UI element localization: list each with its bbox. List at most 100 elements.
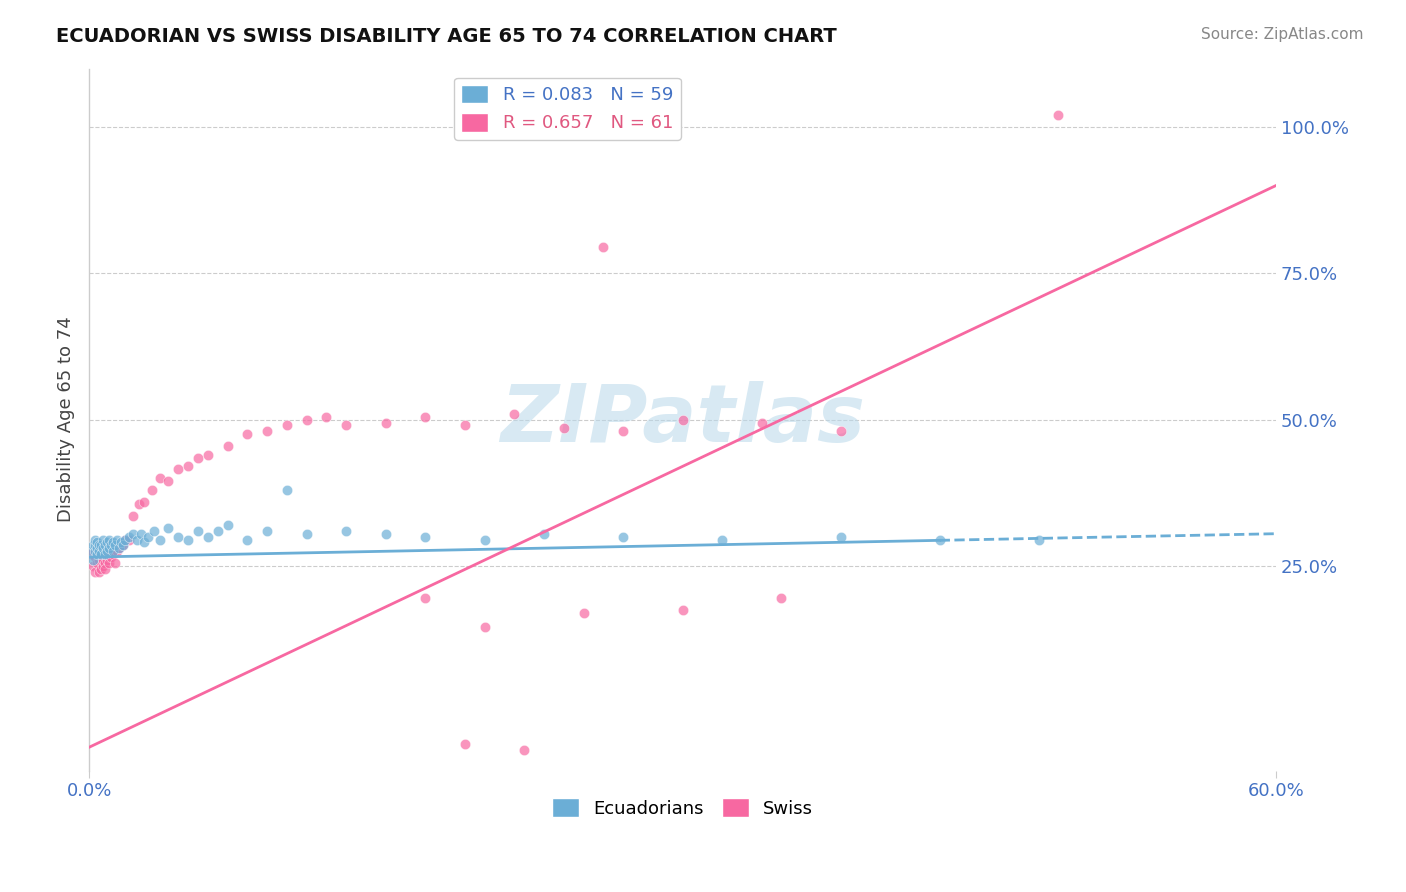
Point bbox=[121, 509, 143, 524]
Point bbox=[96, 535, 118, 549]
Point bbox=[117, 530, 139, 544]
Point bbox=[236, 533, 259, 547]
Point bbox=[94, 538, 117, 552]
Point bbox=[97, 556, 120, 570]
Point bbox=[474, 620, 496, 634]
Point bbox=[107, 541, 129, 556]
Point bbox=[256, 425, 278, 439]
Point bbox=[134, 535, 156, 549]
Point bbox=[84, 565, 107, 579]
Point bbox=[101, 535, 124, 549]
Point bbox=[256, 524, 278, 538]
Point bbox=[415, 530, 437, 544]
Point bbox=[141, 483, 163, 497]
Point bbox=[187, 450, 209, 465]
Point bbox=[671, 603, 693, 617]
Point bbox=[157, 521, 180, 535]
Point bbox=[96, 547, 118, 561]
Point bbox=[592, 240, 614, 254]
Point bbox=[415, 591, 437, 605]
Point bbox=[94, 556, 117, 570]
Point bbox=[335, 418, 357, 433]
Point bbox=[91, 541, 114, 556]
Y-axis label: Disability Age 65 to 74: Disability Age 65 to 74 bbox=[58, 317, 75, 523]
Point bbox=[90, 562, 112, 576]
Point bbox=[177, 459, 200, 474]
Point bbox=[114, 533, 136, 547]
Point bbox=[335, 524, 357, 538]
Point bbox=[110, 538, 132, 552]
Point bbox=[125, 533, 148, 547]
Point bbox=[110, 535, 132, 549]
Point bbox=[612, 425, 634, 439]
Point bbox=[129, 526, 152, 541]
Point bbox=[295, 412, 318, 426]
Point bbox=[197, 448, 219, 462]
Point bbox=[374, 526, 396, 541]
Point bbox=[167, 462, 190, 476]
Point bbox=[105, 533, 128, 547]
Point bbox=[177, 533, 200, 547]
Point bbox=[236, 427, 259, 442]
Point bbox=[105, 544, 128, 558]
Point bbox=[149, 471, 172, 485]
Point bbox=[104, 538, 127, 552]
Point bbox=[86, 535, 108, 549]
Point bbox=[82, 558, 104, 573]
Point bbox=[87, 538, 110, 552]
Point bbox=[94, 547, 117, 561]
Point bbox=[572, 606, 595, 620]
Point bbox=[86, 547, 108, 561]
Point bbox=[711, 533, 734, 547]
Point bbox=[97, 533, 120, 547]
Point bbox=[513, 743, 536, 757]
Point bbox=[84, 538, 107, 552]
Point bbox=[187, 524, 209, 538]
Point bbox=[138, 530, 160, 544]
Point bbox=[84, 550, 107, 565]
Point bbox=[128, 498, 150, 512]
Point bbox=[111, 538, 134, 552]
Point bbox=[90, 538, 112, 552]
Point bbox=[97, 550, 120, 565]
Point bbox=[82, 538, 104, 552]
Point bbox=[90, 547, 112, 561]
Point bbox=[101, 547, 124, 561]
Point bbox=[80, 547, 103, 561]
Point bbox=[149, 533, 172, 547]
Point bbox=[80, 544, 103, 558]
Point bbox=[295, 526, 318, 541]
Point bbox=[157, 474, 180, 488]
Point bbox=[84, 544, 107, 558]
Point bbox=[87, 553, 110, 567]
Text: ECUADORIAN VS SWISS DISABILITY AGE 65 TO 74 CORRELATION CHART: ECUADORIAN VS SWISS DISABILITY AGE 65 TO… bbox=[56, 27, 837, 45]
Point bbox=[101, 544, 124, 558]
Point bbox=[96, 544, 118, 558]
Text: Source: ZipAtlas.com: Source: ZipAtlas.com bbox=[1201, 27, 1364, 42]
Point bbox=[121, 526, 143, 541]
Point bbox=[86, 541, 108, 556]
Point bbox=[90, 550, 112, 565]
Point bbox=[207, 524, 229, 538]
Point bbox=[84, 533, 107, 547]
Point bbox=[533, 526, 555, 541]
Point bbox=[114, 533, 136, 547]
Point bbox=[474, 533, 496, 547]
Point bbox=[96, 553, 118, 567]
Point bbox=[612, 530, 634, 544]
Point bbox=[107, 541, 129, 556]
Point bbox=[134, 494, 156, 508]
Point bbox=[111, 538, 134, 552]
Point bbox=[1028, 533, 1050, 547]
Point bbox=[97, 541, 120, 556]
Point bbox=[197, 530, 219, 544]
Point bbox=[415, 409, 437, 424]
Point bbox=[143, 524, 166, 538]
Point bbox=[1047, 108, 1070, 122]
Point bbox=[454, 418, 477, 433]
Point bbox=[117, 533, 139, 547]
Point bbox=[553, 421, 575, 435]
Point bbox=[830, 425, 852, 439]
Point bbox=[217, 439, 239, 453]
Point bbox=[100, 550, 122, 565]
